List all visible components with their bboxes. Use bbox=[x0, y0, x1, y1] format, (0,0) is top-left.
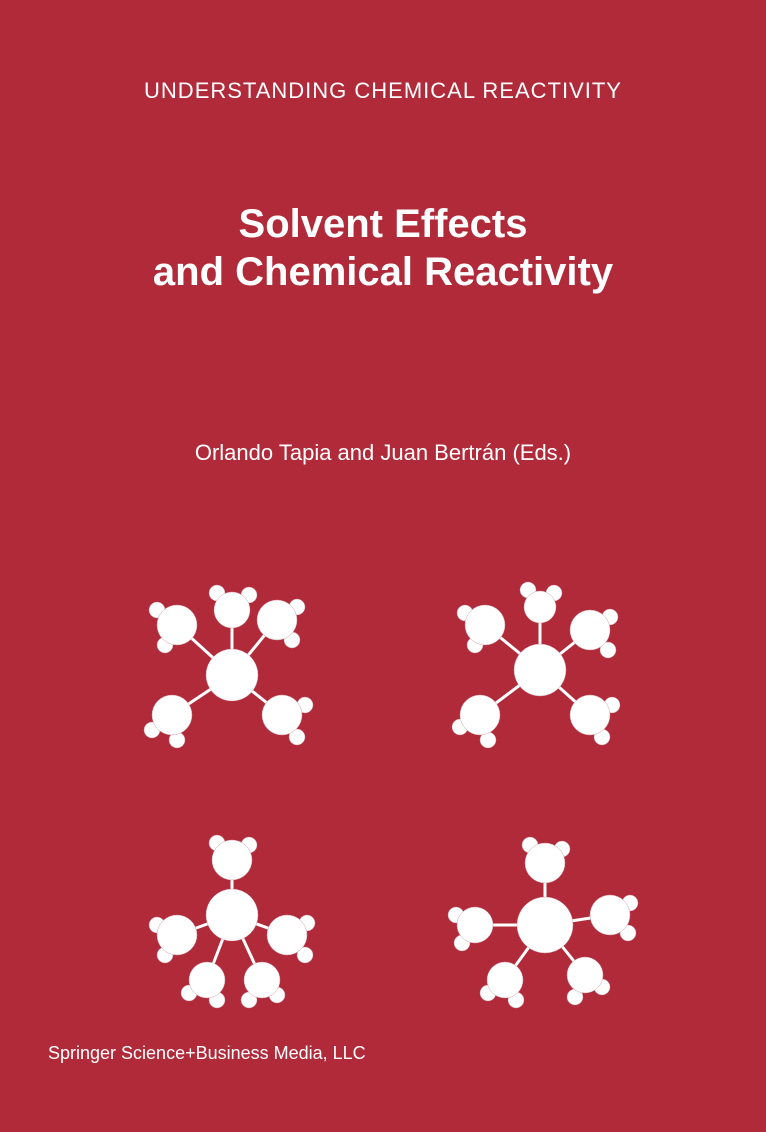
molecule-1 bbox=[90, 555, 373, 785]
molecule-2 bbox=[393, 555, 676, 785]
molecule-grid bbox=[0, 555, 766, 1035]
editors-line: Orlando Tapia and Juan Bertrán (Eds.) bbox=[0, 440, 766, 466]
series-title: UNDERSTANDING CHEMICAL REACTIVITY bbox=[0, 78, 766, 104]
publisher-line: Springer Science+Business Media, LLC bbox=[48, 1043, 366, 1064]
molecule-3 bbox=[90, 805, 373, 1035]
main-title: Solvent Effects and Chemical Reactivity bbox=[0, 200, 766, 296]
title-line-2: and Chemical Reactivity bbox=[153, 250, 613, 294]
molecule-4 bbox=[393, 805, 676, 1035]
title-line-1: Solvent Effects bbox=[239, 202, 528, 246]
